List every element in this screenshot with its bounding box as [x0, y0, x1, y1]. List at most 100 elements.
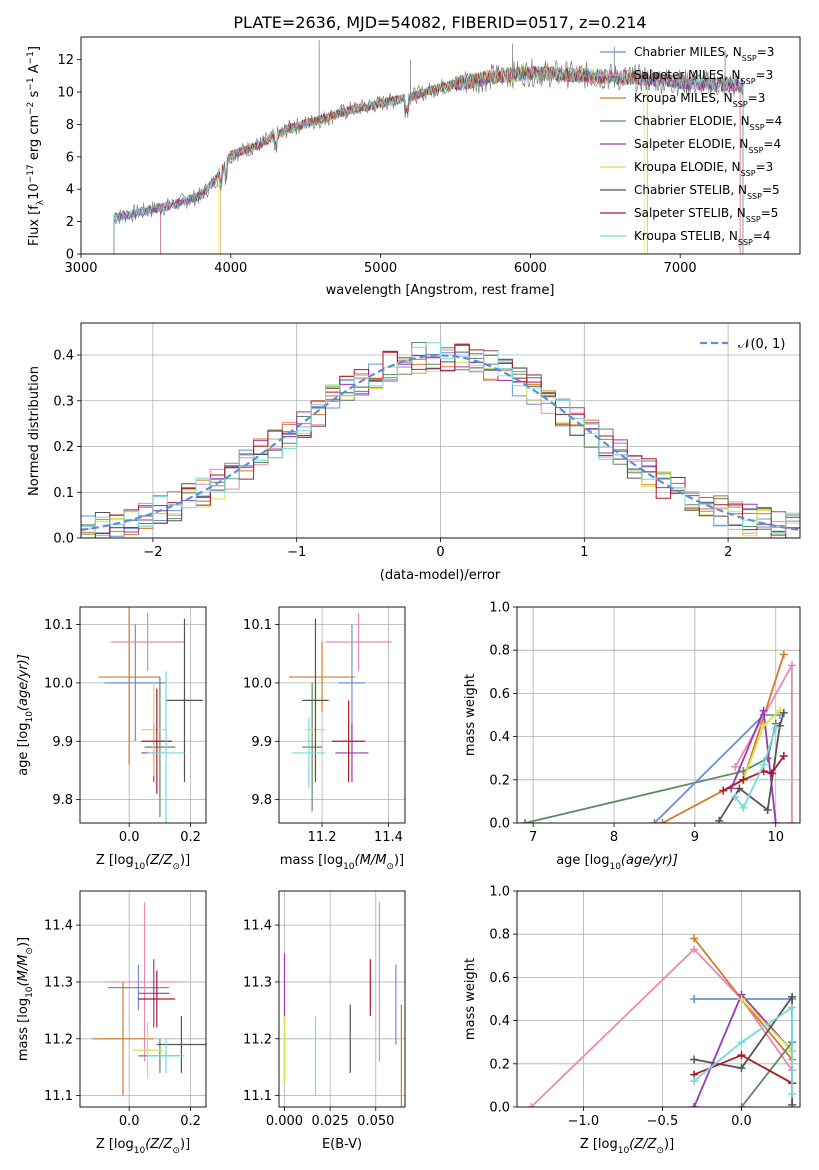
axes-frame	[80, 36, 801, 255]
y-tick-label: 0.4	[53, 349, 74, 364]
errorbar-point-kroupa_stelib	[147, 1038, 185, 1073]
x-tick-label: 9	[691, 830, 699, 845]
plot-area	[527, 934, 797, 1107]
y-axis-label-part: −1	[26, 77, 36, 90]
x-tick-label: 0.000	[266, 1114, 303, 1129]
y-axis-label-part: s	[27, 90, 42, 101]
y-axis-label: Flux [fλ10−17 erg cm−2 s−1 A−1]	[26, 46, 46, 246]
x-axis-label: Z [log10(Z/Z⊙)]	[580, 1137, 674, 1156]
y-tick-label: 9.8	[251, 793, 272, 808]
y-axis-label: mass weight	[463, 958, 478, 1040]
weight-marker	[788, 1090, 797, 1099]
x-axis-label-part: )]	[664, 1137, 674, 1152]
x-axis-label-part: mass [log	[280, 853, 343, 868]
y-tick-label: 10.0	[243, 676, 272, 691]
y-axis-label-part: ⊙	[25, 947, 35, 955]
x-tick-label: 0.0	[731, 1114, 752, 1129]
y-axis-label-part: 10	[25, 711, 35, 723]
plot-area	[81, 342, 800, 538]
errorbar-point-kroupa_miles	[92, 981, 154, 1096]
legend-entry: Salpeter ELODIE, NSSP=4	[634, 137, 781, 155]
x-tick-label: 0.0	[119, 1114, 140, 1129]
y-tick-label: 11.2	[243, 1032, 272, 1047]
x-tick-label: 5000	[364, 261, 397, 276]
legend-entry: Chabrier STELIB, NSSP=5	[634, 183, 780, 201]
x-axis-label-part: ⊙	[172, 862, 180, 872]
x-axis-label: Z [log10(Z/Z⊙)]	[96, 1137, 190, 1156]
y-tick-label: 0.0	[53, 532, 74, 547]
legend-tail: =5	[761, 206, 779, 220]
y-axis-label-part: age [log	[16, 723, 31, 776]
errorbar-point-chabrier_stelib	[156, 1016, 206, 1073]
y-tick-label: 9.9	[52, 735, 73, 750]
y-axis-label-part: 10	[25, 986, 35, 998]
spectrum-legend: Chabrier MILES, NSSP=3 Salpeter MILES, N S…	[600, 45, 782, 247]
legend-label: Chabrier MILES, N	[634, 45, 742, 59]
figure-title: PLATE=2636, MJD=54082, FIBERID=0517, z=0…	[233, 13, 646, 32]
x-axis-label-part: ⊙	[172, 1146, 180, 1156]
weight-marker	[521, 819, 530, 823]
y-axis-label-part: erg cm	[27, 115, 42, 164]
legend-label: Salpeter MILES, N	[634, 68, 741, 82]
y-tick-label: 10	[57, 86, 74, 101]
errorbar-point-chabrier_elodie	[302, 682, 323, 812]
weight-marker	[737, 1051, 746, 1060]
y-tick-label: 1.0	[489, 601, 510, 616]
weight-marker	[527, 1103, 536, 1107]
x-tick-label: 10	[767, 830, 784, 845]
x-axis-label-part: )]	[180, 853, 190, 868]
legend-sub: SSP	[741, 169, 756, 178]
weight-marker	[735, 784, 744, 793]
y-axis-label: mass [log10(M/M⊙)]	[16, 937, 35, 1061]
x-axis-label-part: Z [log	[96, 853, 134, 868]
y-axis-label-part: −2	[26, 102, 36, 115]
weight-marker	[779, 752, 788, 761]
x-axis-label-part: 10	[609, 862, 621, 872]
x-tick-label: 0.2	[180, 1114, 201, 1129]
x-tick-label: −1	[287, 545, 306, 560]
errorbar-point-chabrier_miles	[107, 964, 170, 1011]
plot-area	[113, 40, 744, 254]
y-tick-label: 10.1	[243, 618, 272, 633]
weight-line	[734, 727, 777, 810]
weight-series-chabrier_stelib	[715, 708, 788, 823]
x-axis-label: Z [log10(Z/Z⊙)]	[96, 853, 190, 872]
weight-marker	[737, 995, 746, 1003]
y-axis-label-part: A	[27, 64, 42, 77]
x-axis-label-part: (Z/Z	[629, 1137, 657, 1152]
y-axis-label: age [log10(age/yr)]	[16, 654, 35, 776]
weight-marker	[658, 819, 667, 823]
weight-series-salpeter_stelib	[719, 752, 788, 795]
y-tick-label: 0.3	[53, 394, 74, 409]
x-tick-label: 1	[580, 545, 588, 560]
errorbar-point-salpeter_miles	[325, 612, 392, 672]
legend-label: Salpeter ELODIE, N	[634, 137, 748, 151]
legend-entry: Chabrier MILES, NSSP=3	[634, 45, 774, 63]
errorbar-point-chabrier_miles	[338, 624, 366, 742]
errorbar-point-kroupa_miles	[98, 607, 160, 765]
errorbar-point-kroupa_elodie	[141, 682, 167, 777]
y-tick-label: 0.1	[53, 486, 74, 501]
y-tick-label: 10.1	[44, 618, 73, 633]
errorbar-point-salpeter_stelib	[332, 700, 366, 783]
x-axis-label: mass [log10(M/M⊙)]	[280, 853, 404, 872]
y-tick-label: 10.0	[44, 676, 73, 691]
y-tick-label: 11.3	[243, 975, 272, 990]
weight-marker	[737, 1103, 746, 1107]
y-axis-label-part: 10	[27, 183, 42, 200]
legend-entry: Chabrier ELODIE, NSSP=4	[634, 114, 782, 132]
hist-step-kroupa_stelib	[81, 342, 800, 538]
y-tick-label: 4	[66, 183, 74, 198]
legend-label: Kroupa MILES, N	[634, 91, 733, 105]
errorbar-point-kroupa_elodie	[132, 1021, 163, 1079]
x-axis-label-part: Z [log	[96, 1137, 134, 1152]
y-tick-label: 0.6	[489, 687, 510, 702]
x-axis-label-part: )]	[180, 1137, 190, 1152]
y-axis-label-part: (age/yr)]	[16, 654, 31, 711]
weight-marker	[767, 769, 776, 778]
x-axis-label-part: Z [log	[580, 1137, 618, 1152]
legend-label: Kroupa ELODIE, N	[634, 160, 741, 174]
y-axis-label-part: −17	[26, 164, 36, 183]
legend-tail: =4	[753, 229, 771, 243]
weight-line	[693, 1005, 793, 1094]
